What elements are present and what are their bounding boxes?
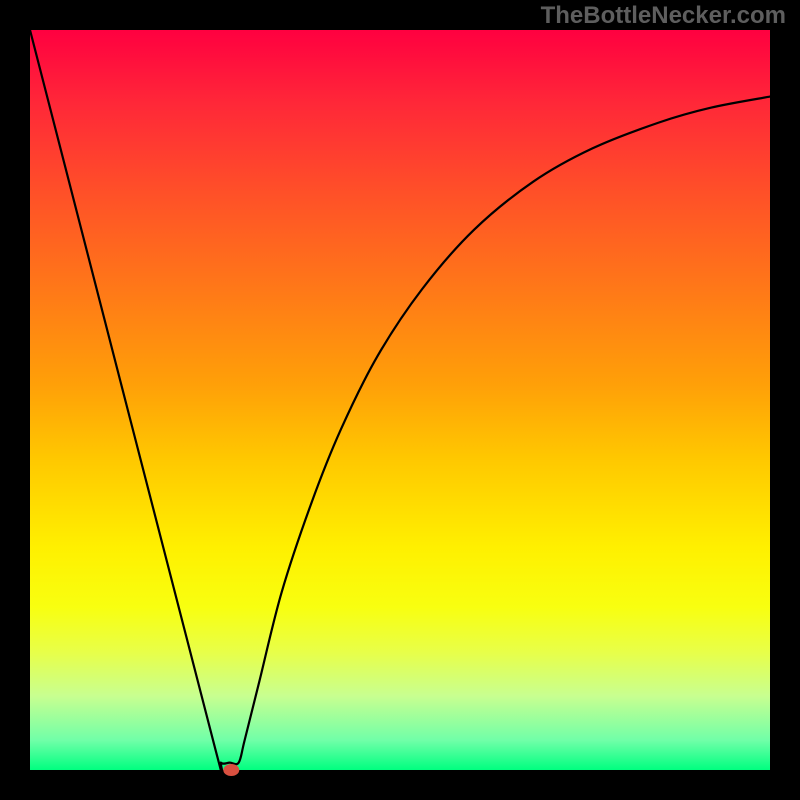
optimum-marker <box>223 764 239 776</box>
watermark-label: TheBottleNecker.com <box>541 2 786 30</box>
chart-frame: TheBottleNecker.com <box>0 0 800 800</box>
bottleneck-chart <box>0 0 800 800</box>
plot-background <box>30 30 770 770</box>
